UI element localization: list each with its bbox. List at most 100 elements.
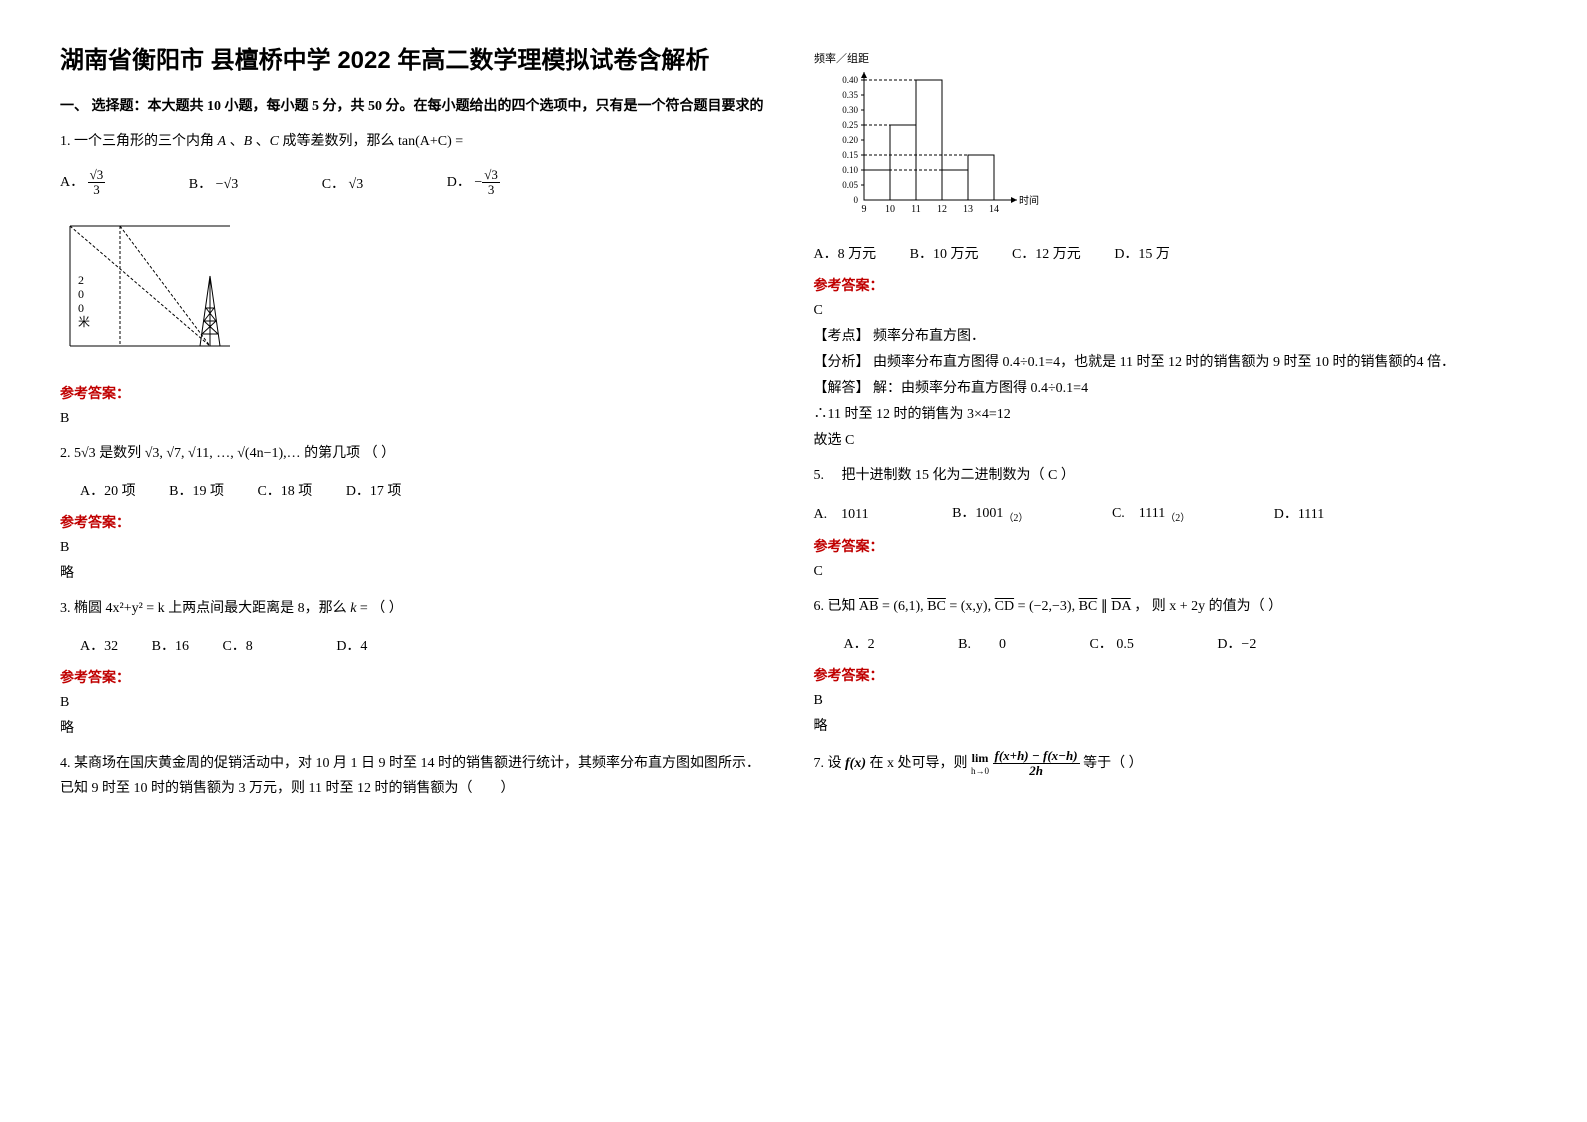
q7-den: 2h	[993, 764, 1080, 778]
q7-fx: f(x)	[845, 756, 866, 771]
svg-text:9: 9	[861, 204, 866, 215]
q2-mid: 是数列	[99, 446, 145, 461]
q5-ob-text: B．1001	[952, 506, 1003, 521]
q5-ob-sub: （2）	[1003, 513, 1028, 524]
q1-stem-d: 成等差数列，那么	[282, 134, 398, 149]
svg-text:0.10: 0.10	[842, 165, 858, 175]
q1-oc-label: C．	[322, 177, 345, 192]
q6-expr: x + 2y	[1169, 599, 1205, 614]
q7-lim: lim	[972, 751, 989, 765]
q6-note: 略	[814, 715, 1528, 735]
svg-text:0.25: 0.25	[842, 120, 858, 130]
q1-tan: tan(A+C) =	[398, 134, 463, 149]
q3-eq: 4x²+y² = k	[106, 601, 165, 616]
q4-options: A．8 万元 B．10 万元 C．12 万元 D．15 万	[814, 243, 1528, 263]
q1-answer-label: 参考答案：	[60, 383, 774, 403]
q4-an-text: 由频率分布直方图得 0.4÷0.1=4，也就是 11 时至 12 时的销售额为 …	[873, 355, 1455, 370]
q1-diag-200: 2 0 0 米	[78, 273, 90, 329]
q3-note: 略	[60, 717, 774, 737]
q6-answer: B	[814, 693, 1528, 709]
q4-ep-label: 【考点】	[814, 329, 870, 344]
svg-text:10: 10	[885, 204, 895, 215]
question-3: 3. 椭圆 4x²+y² = k 上两点间最大距离是 8，那么 k = （ ）	[60, 596, 774, 621]
q1-option-c: C． √3	[322, 173, 364, 193]
q3-prefix: 3. 椭圆	[60, 601, 102, 616]
q2-ob: B．19 项	[169, 480, 224, 500]
question-1: 1. 一个三角形的三个内角 A 、B 、C 成等差数列，那么 tan(A+C) …	[60, 129, 774, 154]
q5-ob: B．1001（2）	[952, 502, 1028, 524]
section-heading: 一、 选择题：本大题共 10 小题，每小题 5 分，共 50 分。在每小题给出的…	[60, 95, 774, 115]
q5-answer-label: 参考答案：	[814, 536, 1528, 556]
svg-text:0.15: 0.15	[842, 150, 858, 160]
svg-text:11: 11	[911, 204, 921, 215]
q1-tower-diagram: 2 0 0 米	[60, 216, 240, 356]
question-7: 7. 设 f(x) 在 x 处可导，则 lim h→0 f(x+h) − f(x…	[814, 749, 1528, 779]
q1-option-a: A． √33	[60, 168, 105, 198]
q5-answer: C	[814, 564, 1528, 580]
q2-prefix: 2.	[60, 446, 74, 461]
q3-options: A．32 B．16 C．8 D．4	[60, 635, 774, 655]
svg-text:14: 14	[989, 204, 999, 215]
q2-answer-label: 参考答案：	[60, 512, 774, 532]
q1-od-label: D．	[447, 175, 471, 190]
svg-text:0: 0	[853, 195, 858, 205]
question-2: 2. 5√3 是数列 √3, √7, √11, …, √(4n−1),… 的第几…	[60, 441, 774, 466]
q7-num: f(x+h) − f(x−h)	[993, 749, 1080, 764]
question-5: 5. 把十进制数 15 化为二进制数为（ C ）	[814, 463, 1528, 488]
right-column: 频率／组距 00.050.100.150.200.250.300.350.409…	[814, 40, 1528, 816]
q4-ep-text: 频率分布直方图．	[873, 329, 985, 344]
q3-suffix: 上两点间最大距离是 8，那么	[168, 601, 350, 616]
q4-answer: C	[814, 303, 1528, 319]
q7-prefix: 7. 设	[814, 756, 846, 771]
q4-solution: 【解答】 解：由频率分布直方图得 0.4÷0.1=4	[814, 377, 1528, 397]
q4-histogram: 频率／组距 00.050.100.150.200.250.300.350.409…	[814, 50, 1074, 220]
q4-oa: A．8 万元	[814, 243, 877, 263]
svg-text:13: 13	[963, 204, 973, 215]
q2-od: D．17 项	[346, 480, 402, 500]
q4-analysis: 【分析】 由频率分布直方图得 0.4÷0.1=4，也就是 11 时至 12 时的…	[814, 351, 1528, 371]
q4-sol3: 故选 C	[814, 429, 1528, 449]
q4-exam-point: 【考点】 频率分布直方图．	[814, 325, 1528, 345]
q4-ylabel: 频率／组距	[814, 51, 869, 65]
q3-od: D．4	[336, 635, 367, 655]
question-6: 6. 已知 AB = (6,1), BC = (x,y), CD = (−2,−…	[814, 594, 1528, 619]
q6-oc-label: C．	[1089, 637, 1112, 652]
q6-par: ∥	[1097, 599, 1111, 614]
q5-od: D．1111	[1274, 503, 1325, 523]
q6-options: A．2 B. 0 C． 0.5 D．−2	[814, 633, 1528, 653]
q6-od: D．−2	[1217, 633, 1256, 653]
q1-option-b: B． −√3	[189, 173, 238, 193]
q1-ob-label: B．	[189, 177, 212, 192]
q5-oa: A. 1011	[814, 503, 869, 523]
page-title: 湖南省衡阳市 县檀桥中学 2022 年高二数学理模拟试卷含解析	[60, 40, 774, 75]
svg-text:时间: 时间	[1019, 194, 1039, 207]
q2-oa: A．20 项	[80, 480, 136, 500]
q6-bc: = (x,y),	[949, 599, 994, 614]
q4-sol-label: 【解答】	[814, 381, 870, 396]
q4-sol2: ∴11 时至 12 时的销售为 3×4=12	[814, 403, 1528, 423]
svg-text:0.30: 0.30	[842, 105, 858, 115]
q6-prefix: 6. 已知	[814, 599, 860, 614]
q2-note: 略	[60, 562, 774, 582]
q4-oc: C．12 万元	[1012, 243, 1081, 263]
q2-oc: C．18 项	[257, 480, 312, 500]
q4-sol1: 解：由频率分布直方图得 0.4÷0.1=4	[873, 381, 1088, 396]
q1-oa-label: A．	[60, 175, 84, 190]
q5-oc-sub: （2）	[1165, 513, 1190, 524]
q6-ab: = (6,1),	[882, 599, 927, 614]
q7-lim-sub: h→0	[971, 766, 989, 776]
q3-answer: B	[60, 695, 774, 711]
q2-options: A．20 项 B．19 项 C．18 项 D．17 项	[60, 480, 774, 500]
q6-ob: B. 0	[958, 633, 1006, 653]
q3-oc: C．8	[222, 635, 252, 655]
svg-text:0.20: 0.20	[842, 135, 858, 145]
q3-oa: A．32	[80, 635, 118, 655]
q1-option-d: D． −√33	[447, 168, 500, 198]
q4-answer-label: 参考答案：	[814, 275, 1528, 295]
svg-text:0.35: 0.35	[842, 90, 858, 100]
q7-mid: 在 x 处可导，则	[870, 756, 972, 771]
q5-oc: C. 1111（2）	[1112, 502, 1190, 524]
q1-stem-b: 、	[230, 134, 244, 149]
q3-ksuf: = （ ）	[360, 601, 403, 616]
q5-oc-text: C. 1111	[1112, 506, 1165, 521]
